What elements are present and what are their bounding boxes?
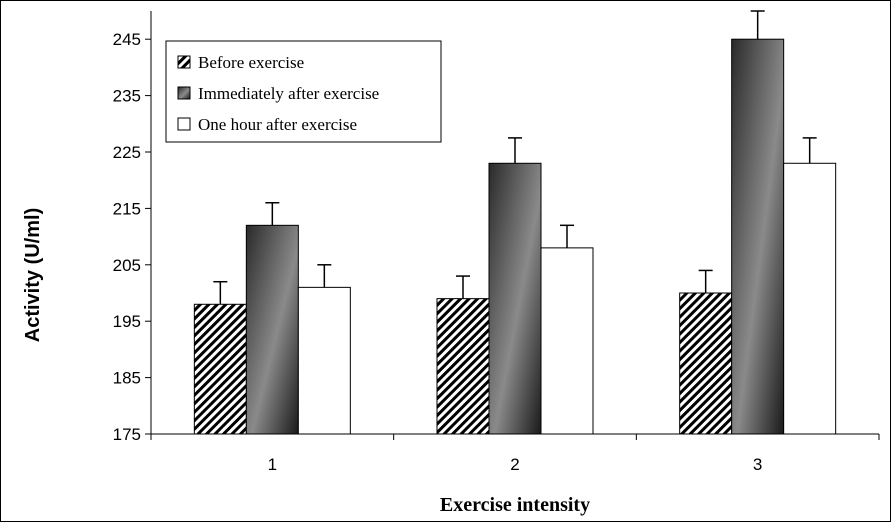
x-ticks: 1 2 3 [150, 434, 880, 474]
y-tick-label: 215 [113, 199, 141, 218]
bar [783, 162, 837, 435]
legend: Before exercise Immediately after exercis… [165, 40, 442, 143]
x-tick-label: 2 [510, 455, 519, 474]
bar [679, 292, 733, 435]
bars [193, 38, 837, 435]
y-ticks: 175 185 195 205 215 225 235 245 [113, 30, 151, 444]
x-tick-label: 1 [268, 455, 277, 474]
y-tick-label: 195 [113, 312, 141, 331]
legend-label: Immediately after exercise [198, 84, 379, 103]
legend-label: One hour after exercise [198, 115, 357, 134]
x-tick-label: 3 [753, 455, 762, 474]
y-tick-label: 205 [113, 256, 141, 275]
legend-label: Before exercise [198, 53, 304, 72]
legend-swatch [177, 55, 191, 69]
y-axis-label: Activity (U/ml) [22, 208, 44, 342]
error-bars [213, 10, 817, 305]
bar [193, 303, 247, 435]
bar [297, 286, 351, 435]
legend-swatch [177, 117, 191, 131]
bar [540, 247, 594, 435]
y-tick-label: 235 [113, 87, 141, 106]
y-tick-label: 185 [113, 369, 141, 388]
bar [245, 224, 299, 435]
bar [436, 298, 490, 435]
bar [731, 38, 785, 435]
x-axis-label: Exercise intensity [440, 494, 590, 516]
legend-swatch [177, 86, 191, 100]
bar [488, 162, 542, 435]
legend-box [165, 40, 442, 143]
y-tick-label: 245 [113, 30, 141, 49]
y-tick-label: 225 [113, 143, 141, 162]
y-tick-label: 175 [113, 425, 141, 444]
